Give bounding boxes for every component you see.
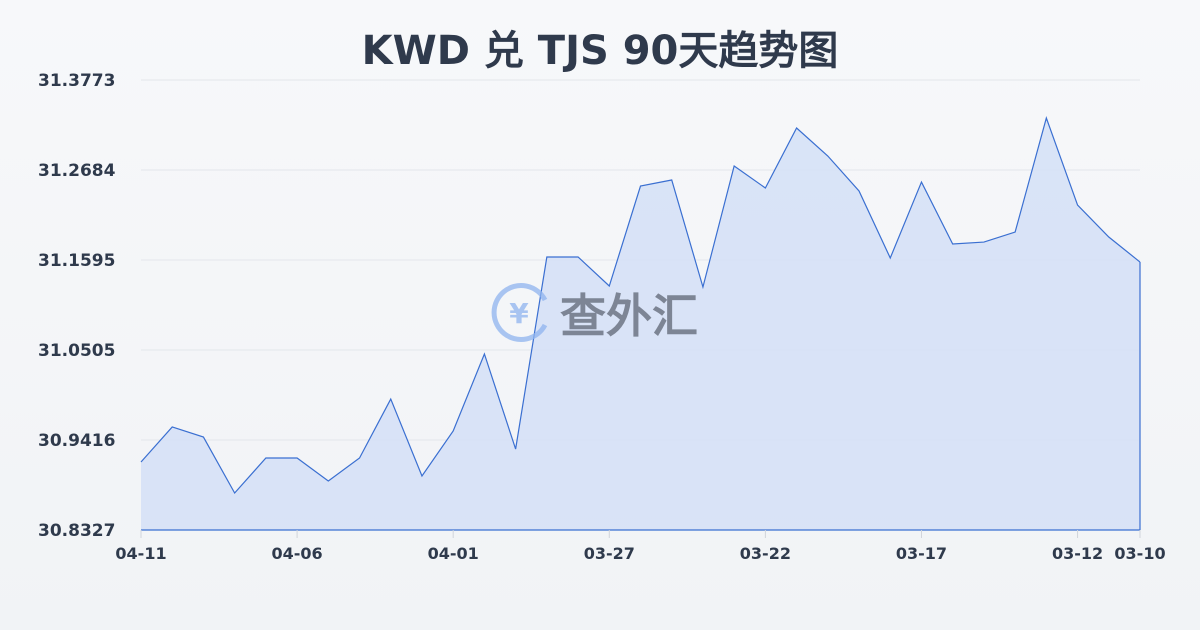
x-tick-label: 04-01 — [428, 544, 479, 563]
x-tick-label: 03-17 — [896, 544, 947, 563]
yen-exchange-icon: ¥ — [491, 283, 548, 342]
x-tick-label: 03-12 — [1052, 544, 1103, 563]
x-tick-label: 03-27 — [584, 544, 635, 563]
y-tick-label: 31.0505 — [38, 341, 115, 361]
x-tick-label: 03-10 — [1114, 544, 1165, 563]
y-tick-label: 31.3773 — [38, 71, 115, 91]
x-tick-label: 04-06 — [272, 544, 323, 563]
y-tick-label: 30.8327 — [38, 521, 115, 541]
svg-text:¥: ¥ — [509, 297, 529, 330]
x-tick-label: 03-22 — [740, 544, 791, 563]
area-fill — [141, 118, 1140, 530]
x-tick-label: 04-11 — [115, 544, 166, 563]
y-tick-label: 31.2684 — [38, 161, 116, 181]
chart-title: KWD 兑 TJS 90天趋势图 — [361, 28, 839, 74]
y-tick-label: 30.9416 — [38, 431, 115, 451]
watermark-text: 查外汇 — [560, 289, 698, 343]
y-tick-label: 31.1595 — [38, 251, 115, 271]
watermark: ¥ 查外汇 — [491, 283, 698, 343]
